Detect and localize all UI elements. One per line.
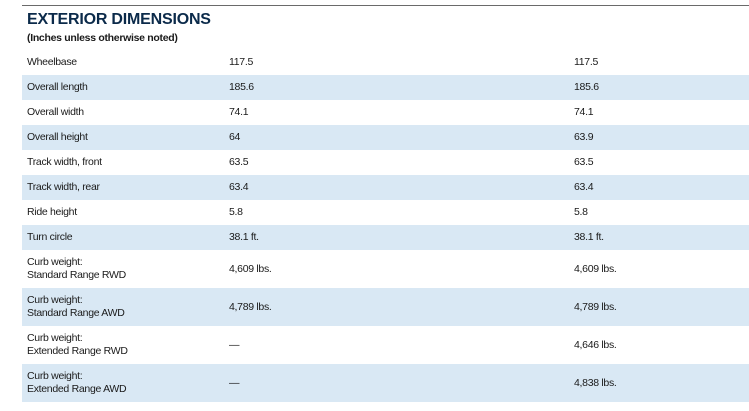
table-row: Track width, rear 63.4 63.4 — [22, 175, 749, 200]
row-label: Track width, rear — [27, 175, 222, 200]
table-row: Turn circle 38.1 ft. 38.1 ft. — [22, 225, 749, 250]
row-label-line: Overall height — [27, 131, 88, 143]
row-label-line: Overall width — [27, 106, 84, 118]
row-label-line: Standard Range RWD — [27, 269, 126, 281]
table-row: Wheelbase 117.5 117.5 — [22, 50, 749, 75]
row-label-line: Curb weight: — [27, 294, 83, 306]
row-label: Track width, front — [27, 150, 222, 175]
row-label-line: Ride height — [27, 206, 77, 218]
row-label-line: Standard Range AWD — [27, 307, 125, 319]
value-cell-first: 64 — [229, 131, 241, 143]
row-label-line: Curb weight: — [27, 370, 83, 382]
value-cell-second: 74.1 — [574, 106, 594, 118]
value-cell-second: 5.8 — [574, 206, 588, 218]
row-label-line: Track width, rear — [27, 181, 100, 193]
value-cell-second: 4,646 lbs. — [574, 338, 617, 351]
row-label: Overall height — [27, 125, 222, 150]
top-divider — [22, 5, 749, 6]
row-label-line: Turn circle — [27, 231, 73, 243]
table-row: Curb weight: Extended Range AWD — 4,838 … — [22, 364, 749, 402]
value-cell-second: 117.5 — [574, 56, 598, 68]
row-label: Curb weight: Extended Range AWD — [27, 364, 222, 402]
row-label: Overall length — [27, 75, 222, 100]
table-row: Curb weight: Standard Range RWD 4,609 lb… — [22, 250, 749, 288]
row-label: Curb weight: Standard Range AWD — [27, 288, 222, 326]
row-label-line: Track width, front — [27, 156, 102, 168]
value-cell-second: 4,609 lbs. — [574, 262, 617, 275]
value-cell-second: 4,838 lbs. — [574, 376, 617, 389]
value-cell-second: 38.1 ft. — [574, 231, 604, 243]
value-cell-first: — — [229, 338, 240, 351]
value-cell-second: 63.9 — [574, 131, 594, 143]
row-label-line: Wheelbase — [27, 56, 77, 68]
section-title: EXTERIOR DIMENSIONS — [27, 11, 211, 28]
row-label-line: Extended Range RWD — [27, 345, 128, 357]
value-cell-first: 4,609 lbs. — [229, 262, 272, 275]
value-cell-first: — — [229, 376, 240, 389]
value-cell-second: 4,789 lbs. — [574, 300, 617, 313]
row-label: Turn circle — [27, 225, 222, 250]
row-label-line: Curb weight: — [27, 332, 83, 344]
row-label: Overall width — [27, 100, 222, 125]
value-cell-second: 185.6 — [574, 81, 599, 93]
row-label: Curb weight: Extended Range RWD — [27, 326, 222, 364]
table-row: Curb weight: Extended Range RWD — 4,646 … — [22, 326, 749, 364]
value-cell-first: 117.5 — [229, 56, 253, 68]
table-row: Overall height 64 63.9 — [22, 125, 749, 150]
row-label-line: Extended Range AWD — [27, 383, 127, 395]
table-row: Track width, front 63.5 63.5 — [22, 150, 749, 175]
value-cell-second: 63.5 — [574, 156, 594, 168]
value-cell-second: 63.4 — [574, 181, 594, 193]
value-cell-first: 5.8 — [229, 206, 243, 218]
value-cell-first: 38.1 ft. — [229, 231, 259, 243]
value-cell-first: 4,789 lbs. — [229, 300, 272, 313]
table-row: Overall width 74.1 74.1 — [22, 100, 749, 125]
value-cell-first: 74.1 — [229, 106, 249, 118]
row-label: Curb weight: Standard Range RWD — [27, 250, 222, 288]
value-cell-first: 63.4 — [229, 181, 249, 193]
table-row: Ride height 5.8 5.8 — [22, 200, 749, 225]
value-cell-first: 185.6 — [229, 81, 254, 93]
row-label: Wheelbase — [27, 50, 222, 75]
row-label-line: Overall length — [27, 81, 88, 93]
table-row: Overall length 185.6 185.6 — [22, 75, 749, 100]
dimensions-table: Wheelbase 117.5 117.5 Overall length 185… — [22, 50, 749, 402]
row-label: Ride height — [27, 200, 222, 225]
table-row: Curb weight: Standard Range AWD 4,789 lb… — [22, 288, 749, 326]
section-subtitle: (Inches unless otherwise noted) — [27, 32, 178, 44]
value-cell-first: 63.5 — [229, 156, 249, 168]
row-label-line: Curb weight: — [27, 256, 83, 268]
